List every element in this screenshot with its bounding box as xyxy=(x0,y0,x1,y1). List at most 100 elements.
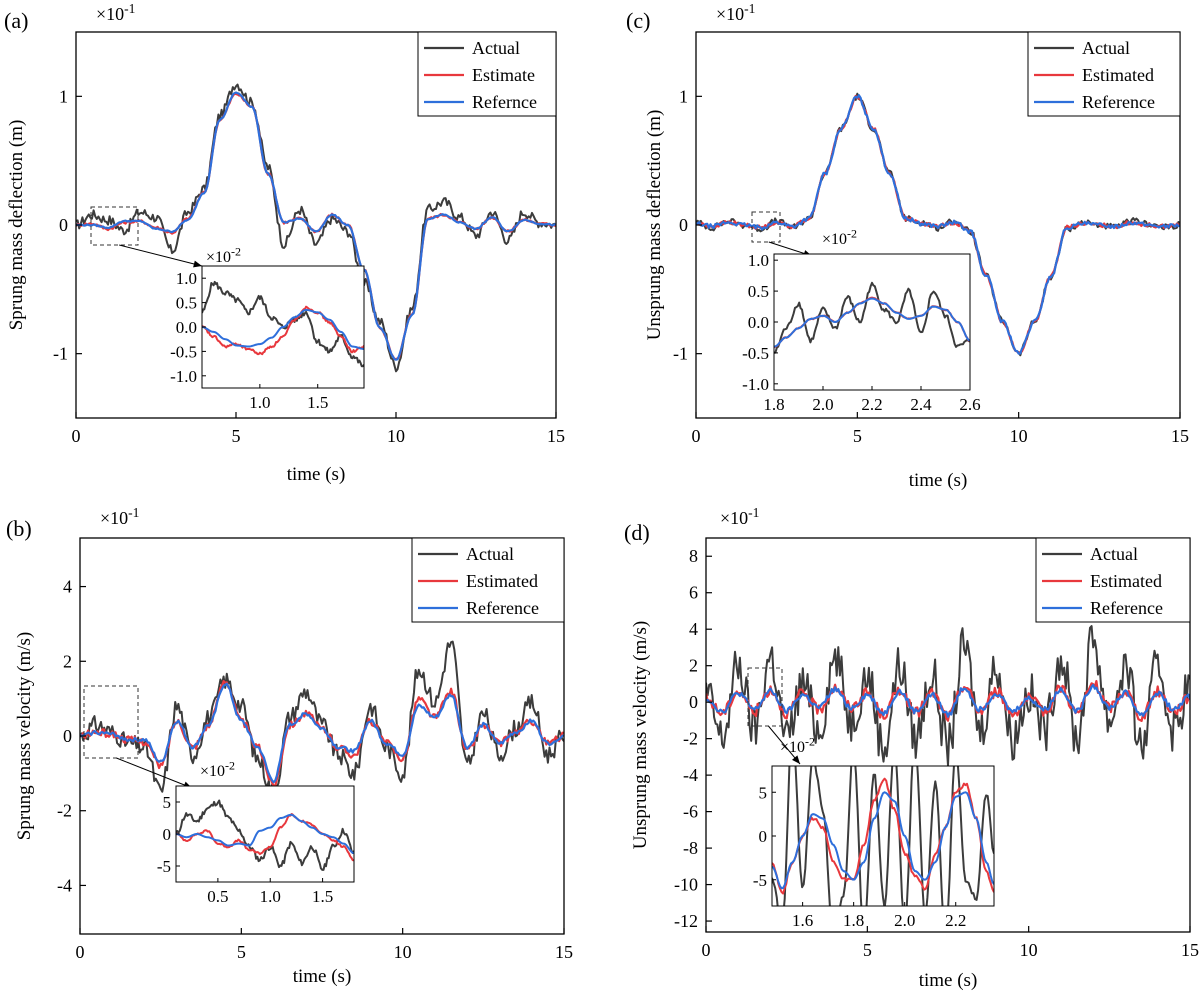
y-tick-label: 0 xyxy=(59,215,68,235)
zoom-region-box xyxy=(90,206,139,246)
inset-y-tick-label: -5 xyxy=(753,871,767,890)
legend-label-estimated: Estimated xyxy=(466,571,538,591)
series-actual-line xyxy=(80,640,564,800)
zoom-region-box xyxy=(751,211,781,243)
x-tick-label: 15 xyxy=(1181,940,1199,960)
inset-multiplier: ×10-2 xyxy=(206,245,241,266)
panel-d: (d) ×10-1 0 5 10 15 -12 -10 -8 -6 -4 -2 0 2 4 6 8 time (s… xyxy=(624,505,1199,991)
x-tick-label: 15 xyxy=(1171,426,1189,446)
series-group xyxy=(706,625,1190,767)
inset-series-actual-line xyxy=(176,799,354,871)
inset-y-tick-label: 5 xyxy=(759,783,768,802)
inset-x-tick-label: 1.5 xyxy=(307,393,328,412)
inset-y-tick-label: 0.0 xyxy=(176,318,197,337)
y-axis-label: Unsprung mass deflection (m) xyxy=(644,110,665,341)
y-multiplier: ×10-1 xyxy=(716,1,755,24)
panel-label: (b) xyxy=(6,516,32,541)
y-tick-label: 1 xyxy=(679,86,688,106)
x-tick-label: 0 xyxy=(72,426,81,446)
x-tick-label: 10 xyxy=(1010,426,1028,446)
inset-frame-bg xyxy=(175,785,355,883)
legend-label-reference: Refernce xyxy=(472,92,537,112)
y-tick-label: 6 xyxy=(689,583,698,603)
y-tick-label: -4 xyxy=(57,875,72,895)
x-tick-label: 0 xyxy=(692,426,701,446)
legend-label-reference: Reference xyxy=(466,598,539,618)
inset-series-group xyxy=(176,799,354,871)
y-axis-label: Sprung mass deflection (m) xyxy=(6,120,27,331)
series-group xyxy=(80,640,564,800)
x-axis-label: time (s) xyxy=(293,966,352,987)
inset-x-tick-label: 1.5 xyxy=(312,887,333,906)
inset-y-tick-label: 1.0 xyxy=(748,251,769,270)
y-tick-label: -2 xyxy=(57,801,72,821)
inset-x-tick-label: 1.8 xyxy=(763,395,784,414)
series-reference-line xyxy=(706,683,1190,718)
y-tick-label: 2 xyxy=(63,651,72,671)
series-reference-line xyxy=(80,682,564,784)
x-tick-label: 10 xyxy=(394,942,412,962)
y-multiplier: ×10-1 xyxy=(100,505,139,528)
y-tick-label: 1 xyxy=(59,86,68,106)
x-axis-label: time (s) xyxy=(287,464,346,485)
inset-x-tick-label: 2.6 xyxy=(959,395,980,414)
inset-y-tick-label: -5 xyxy=(157,857,171,876)
legend-label-estimated: Estimated xyxy=(1090,571,1162,591)
inset-x-tick-label: 2.0 xyxy=(812,395,833,414)
legend-label-actual: Actual xyxy=(1082,38,1130,58)
zoom-region-box xyxy=(747,667,783,727)
inset-y-tick-label: 0.5 xyxy=(748,282,769,301)
series-group xyxy=(696,92,1180,357)
series-reference-line xyxy=(696,94,1180,355)
y-axis-label: Sprung mass velocity (m/s) xyxy=(14,632,35,840)
inset-y-tick-label: 0 xyxy=(759,827,768,846)
x-tick-label: 15 xyxy=(555,942,573,962)
inset-x-tick-label: 1.0 xyxy=(249,393,270,412)
zoom-arrow-line xyxy=(116,757,193,789)
y-tick-label: -1 xyxy=(53,344,68,364)
inset-y-tick-label: 0.0 xyxy=(748,313,769,332)
x-tick-label: 15 xyxy=(547,426,565,446)
legend-label-actual: Actual xyxy=(466,544,514,564)
inset-y-tick-label: 5 xyxy=(163,793,172,812)
inset-y-tick-label: -1.0 xyxy=(742,375,769,394)
y-tick-label: 8 xyxy=(689,546,698,566)
y-tick-label: -10 xyxy=(674,875,698,895)
inset-x-tick-label: 1.8 xyxy=(843,911,864,930)
inset-x-tick-label: 2.4 xyxy=(910,395,932,414)
y-tick-label: 0 xyxy=(679,215,688,235)
legend: Actual Estimated Reference xyxy=(1027,31,1181,117)
inset-x-tick-label: 0.5 xyxy=(207,887,228,906)
series-actual-line xyxy=(706,625,1190,767)
zoom-arrow-line xyxy=(119,244,203,267)
series-estimated-line xyxy=(706,679,1190,722)
y-tick-label: -6 xyxy=(683,802,698,822)
series-reference-line xyxy=(76,91,556,361)
y-tick-label: -1 xyxy=(673,344,688,364)
inset-x-tick-label: 2.2 xyxy=(945,911,966,930)
inset: 1.8 2.0 2.2 2.4 2.6 -1.0 -0.5 0.0 0.5 1.0 ×10-2 xyxy=(742,227,981,414)
inset-series-group xyxy=(774,281,970,354)
legend-label-estimated: Estimate xyxy=(472,65,535,85)
inset-x-tick-label: 2.0 xyxy=(894,911,915,930)
zoom-arrow-head xyxy=(193,260,202,268)
inset-series-reference-line xyxy=(772,791,994,890)
y-tick-label: 4 xyxy=(63,577,72,597)
inset-series-actual-line xyxy=(774,281,970,354)
inset-y-tick-label: -0.5 xyxy=(742,344,769,363)
y-tick-label: 4 xyxy=(689,619,698,639)
inset-x-tick-label: 1.6 xyxy=(792,911,813,930)
x-tick-label: 5 xyxy=(237,942,246,962)
inset-y-tick-label: 0.5 xyxy=(176,294,197,313)
inset-series-actual-line xyxy=(772,766,994,906)
y-axis-label: Unsprung mass velocity (m/s) xyxy=(630,621,651,850)
inset: 1.0 1.5 -1.0 -0.5 0.0 0.5 1.0 ×10-2 xyxy=(170,245,365,412)
y-multiplier: ×10-1 xyxy=(96,1,135,24)
x-tick-label: 10 xyxy=(1020,940,1038,960)
inset-series-reference-line xyxy=(176,813,354,855)
y-multiplier: ×10-1 xyxy=(720,505,759,528)
inset-frame-bg xyxy=(773,253,971,391)
y-tick-label: 0 xyxy=(689,692,698,712)
plot-frame xyxy=(705,537,1191,933)
x-tick-label: 10 xyxy=(387,426,405,446)
